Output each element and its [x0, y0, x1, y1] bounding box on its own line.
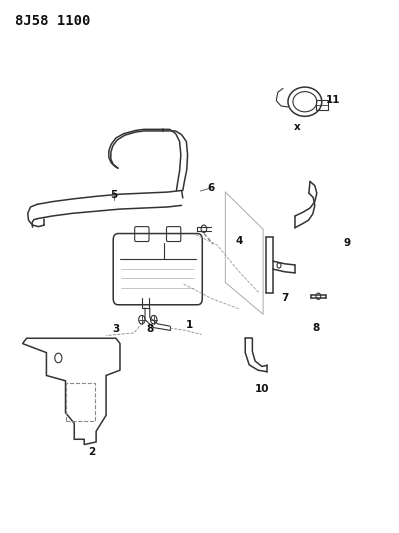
Text: 1: 1	[186, 320, 193, 330]
Text: x: x	[294, 122, 301, 132]
Text: 8: 8	[146, 324, 154, 334]
Bar	[316, 100, 328, 110]
Text: 6: 6	[208, 183, 215, 193]
Text: 3: 3	[113, 324, 120, 334]
Text: 10: 10	[255, 384, 270, 394]
Text: 5: 5	[111, 190, 118, 200]
Text: 2: 2	[89, 447, 96, 456]
Text: 4: 4	[235, 236, 243, 246]
Text: 8J58 1100: 8J58 1100	[15, 14, 90, 28]
Text: 11: 11	[326, 95, 340, 105]
Text: 7: 7	[281, 293, 288, 303]
Text: 8: 8	[312, 322, 319, 333]
Text: 9: 9	[343, 238, 350, 247]
